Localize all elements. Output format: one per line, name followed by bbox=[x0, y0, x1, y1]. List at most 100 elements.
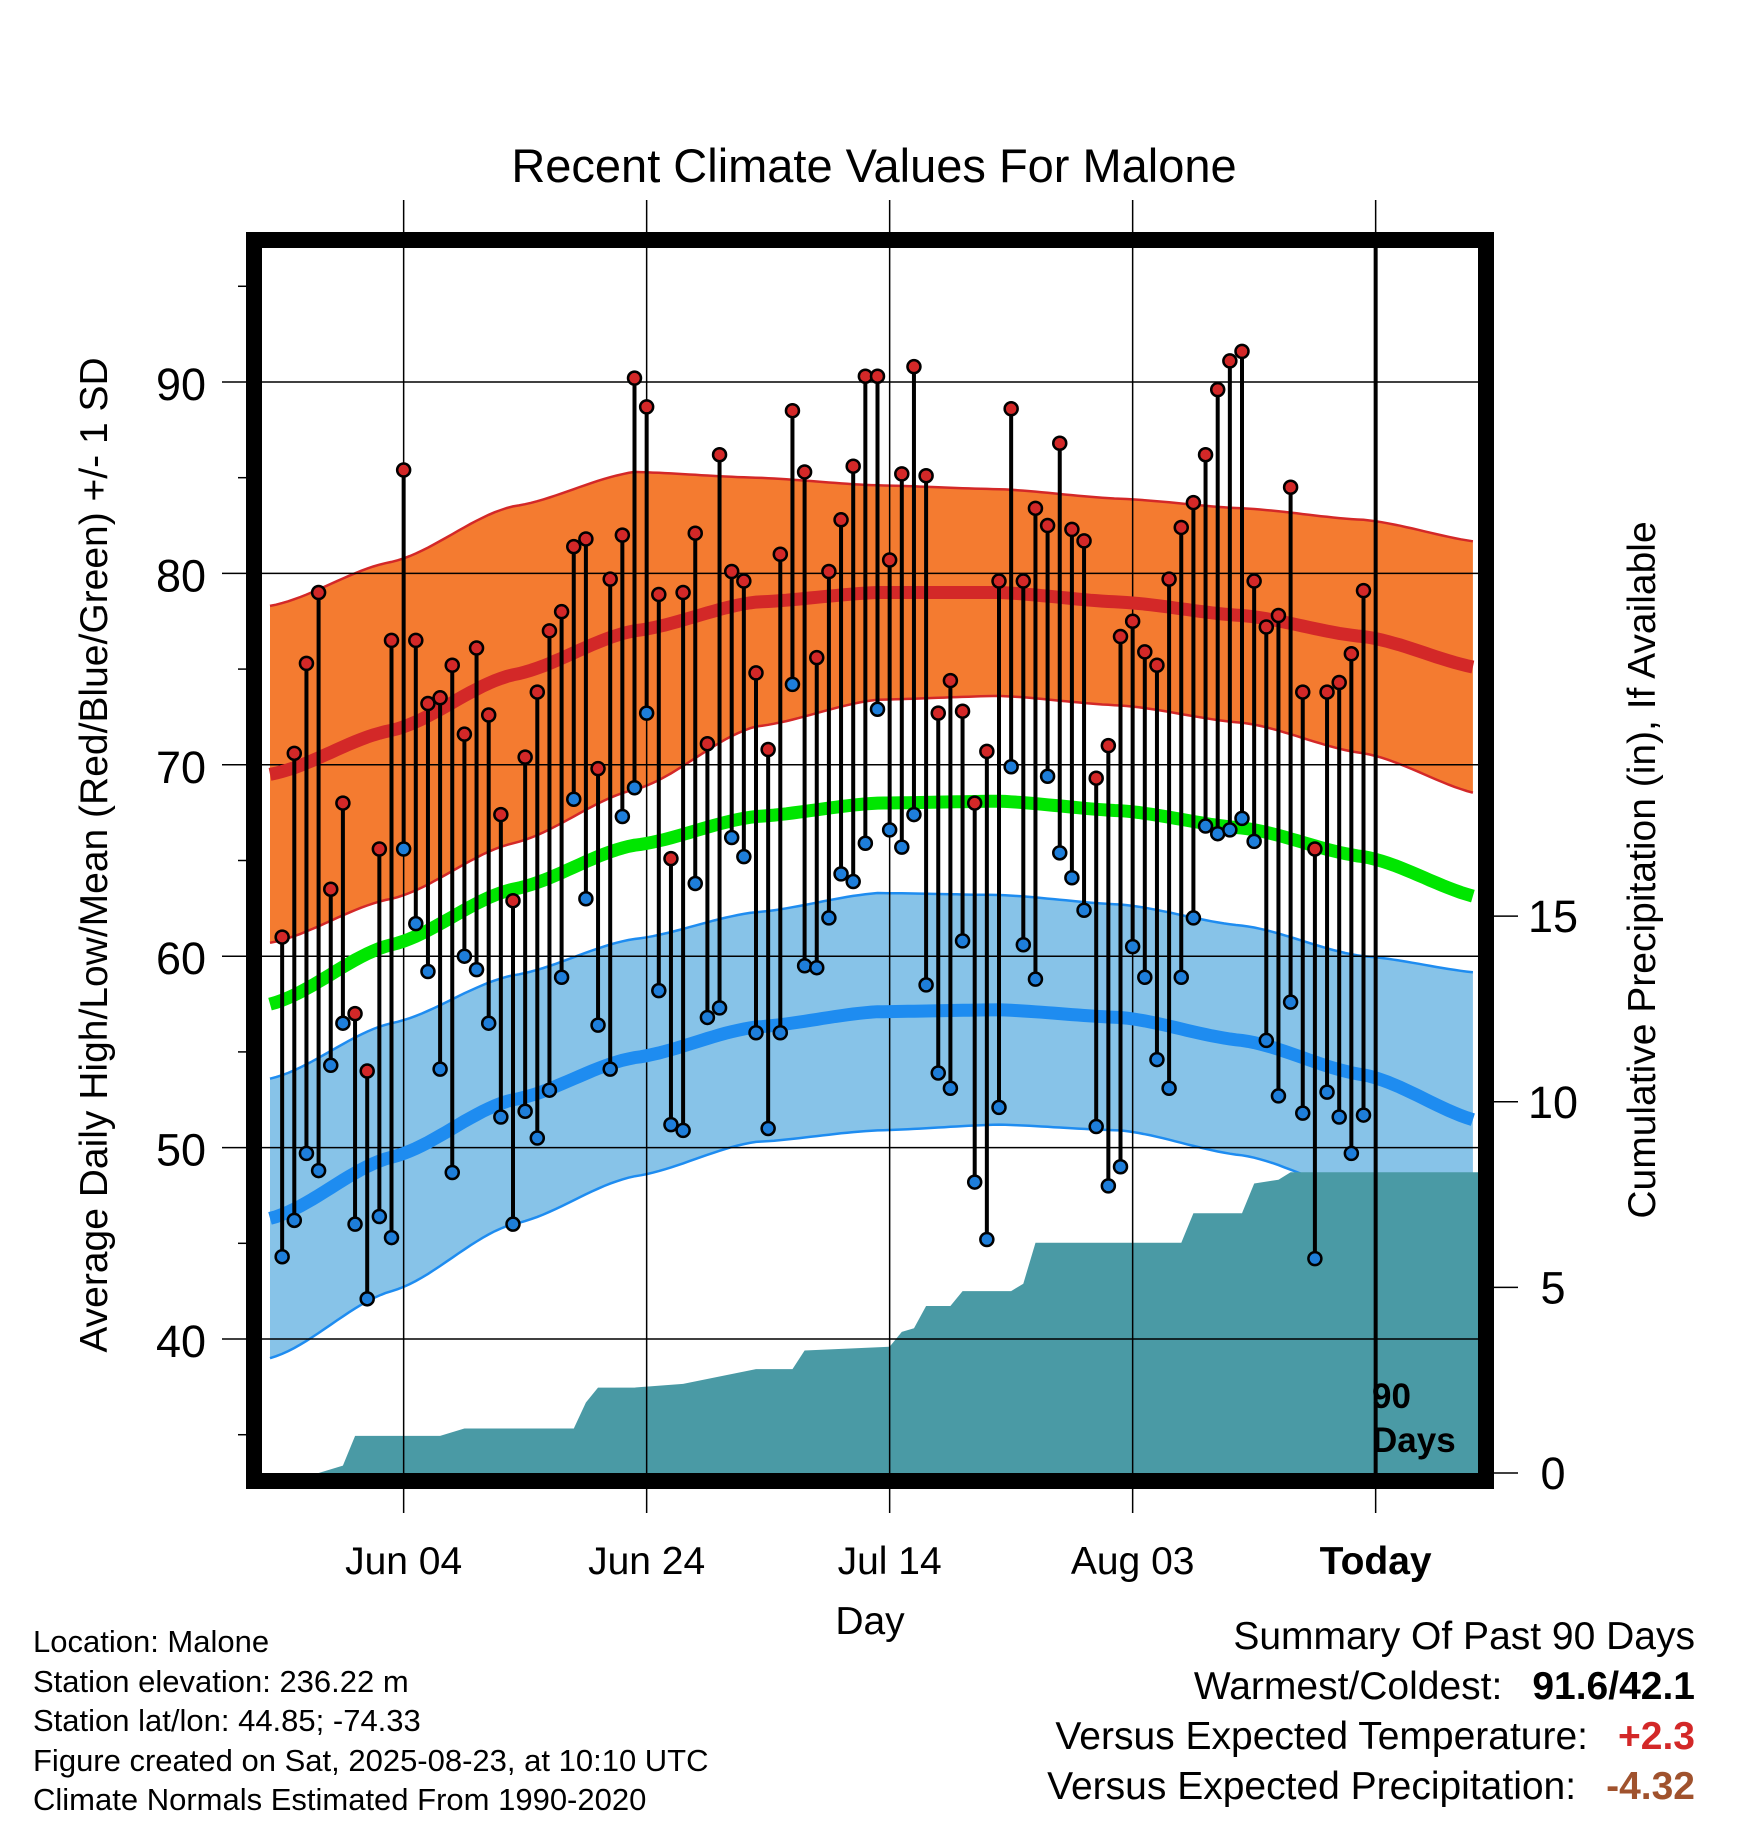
daily-high-point bbox=[784, 402, 801, 419]
daily-low-point bbox=[699, 1009, 716, 1026]
daily-low-point bbox=[371, 1208, 388, 1225]
daily-high-point bbox=[966, 795, 983, 811]
daily-high-point bbox=[274, 929, 290, 945]
daily-low-point bbox=[1246, 833, 1262, 850]
daily-high-point bbox=[918, 468, 934, 484]
daily-low-point bbox=[493, 1109, 509, 1125]
daily-low-point bbox=[1258, 1032, 1275, 1049]
chart-title: Recent Climate Values For Malone bbox=[511, 139, 1237, 192]
daily-high-point bbox=[444, 657, 460, 674]
daily-high-point bbox=[517, 749, 533, 765]
daily-high-point bbox=[954, 703, 971, 719]
daily-low-point bbox=[432, 1061, 448, 1077]
station-info: Location: Malone Station elevation: 236.… bbox=[33, 1622, 709, 1820]
daily-high-point bbox=[1003, 401, 1019, 417]
info-created: Figure created on Sat, 2025-08-23, at 10… bbox=[33, 1742, 709, 1778]
daily-low-point bbox=[347, 1216, 363, 1232]
daily-low-point bbox=[881, 822, 898, 838]
daily-low-point bbox=[505, 1216, 521, 1232]
daily-low-point bbox=[930, 1065, 946, 1081]
high-sd-band-upper-edge bbox=[269, 470, 1474, 608]
summary-precip-row: Versus Expected Precipitation: -4.32 bbox=[1047, 1762, 1695, 1812]
daily-low-point bbox=[954, 933, 971, 949]
daily-low-point bbox=[1039, 768, 1056, 785]
daily-high-point bbox=[1295, 684, 1311, 700]
daily-low-point bbox=[942, 1080, 959, 1097]
info-normals: Climate Normals Estimated From 1990-2020 bbox=[33, 1782, 647, 1817]
daily-low-point bbox=[1270, 1088, 1287, 1104]
summary-temp-value: +2.3 bbox=[1618, 1715, 1695, 1758]
daily-low-point bbox=[687, 875, 703, 892]
daily-high-point bbox=[736, 573, 752, 589]
daily-low-point bbox=[614, 808, 631, 825]
daily-low-point bbox=[395, 841, 412, 857]
daily-high-point bbox=[493, 806, 509, 823]
daily-low-point bbox=[1319, 1084, 1335, 1100]
daily-high-point bbox=[711, 446, 728, 463]
daily-low-point bbox=[663, 1116, 679, 1133]
daily-high-point bbox=[468, 640, 485, 656]
daily-low-point bbox=[675, 1122, 691, 1139]
daily-high-point bbox=[663, 850, 679, 867]
daily-high-point bbox=[298, 655, 315, 672]
daily-high-point bbox=[371, 841, 388, 857]
daily-low-point bbox=[1173, 969, 1189, 986]
daily-low-point bbox=[1331, 1109, 1347, 1125]
daily-low-point bbox=[772, 1025, 789, 1041]
today-days-number: 90 bbox=[1372, 1377, 1411, 1416]
daily-low-point bbox=[966, 1174, 983, 1190]
summary-temp-label: Versus Expected Temperature: bbox=[1055, 1715, 1588, 1758]
daily-high-point bbox=[1015, 573, 1032, 589]
daily-low-point bbox=[1064, 869, 1080, 886]
daily-high-point bbox=[1270, 607, 1287, 624]
y-axis-label: Average Daily High/Low/Mean (Red/Blue/Gr… bbox=[73, 357, 116, 1353]
daily-low-point bbox=[906, 806, 922, 823]
y-right-tick-label: 15 bbox=[1528, 891, 1578, 942]
daily-high-point bbox=[359, 1063, 375, 1079]
daily-high-point bbox=[991, 573, 1007, 589]
daily-high-point bbox=[1222, 353, 1238, 369]
daily-high-point bbox=[602, 571, 618, 587]
daily-low-point bbox=[991, 1099, 1007, 1116]
daily-low-point bbox=[979, 1231, 995, 1248]
daily-low-point bbox=[541, 1082, 558, 1098]
daily-low-point bbox=[723, 829, 740, 846]
daily-high-point bbox=[432, 690, 448, 706]
daily-low-point bbox=[420, 963, 436, 980]
daily-high-point bbox=[833, 512, 849, 528]
daily-high-point bbox=[723, 563, 740, 580]
daily-low-point bbox=[274, 1248, 290, 1265]
daily-high-point bbox=[1027, 500, 1044, 517]
daily-high-point bbox=[760, 741, 776, 758]
daily-low-point bbox=[869, 701, 886, 718]
info-location: Location: Malone bbox=[33, 1624, 270, 1659]
daily-low-point bbox=[857, 835, 874, 852]
daily-high-point bbox=[420, 695, 436, 712]
daily-low-point bbox=[845, 873, 861, 890]
daily-low-point bbox=[784, 676, 801, 693]
daily-low-point bbox=[638, 705, 655, 721]
daily-high-point bbox=[480, 707, 497, 723]
info-elevation: Station elevation: 236.22 m bbox=[33, 1663, 409, 1699]
daily-high-point bbox=[347, 1005, 363, 1022]
y-right-tick-label: 0 bbox=[1540, 1448, 1565, 1499]
daily-low-point bbox=[711, 1000, 728, 1016]
daily-low-point bbox=[553, 969, 570, 986]
daily-high-point bbox=[796, 464, 813, 480]
daily-high-point bbox=[1052, 435, 1068, 451]
y-tick-label: 50 bbox=[156, 1125, 206, 1176]
x-tick-label: Jun 04 bbox=[345, 1540, 462, 1583]
daily-low-point bbox=[1343, 1145, 1360, 1162]
daily-low-point bbox=[796, 958, 813, 974]
daily-high-point bbox=[809, 649, 825, 666]
daily-high-point bbox=[1076, 533, 1092, 549]
daily-low-point bbox=[1076, 902, 1092, 919]
summary-warmest-label: Warmest/Coldest: bbox=[1193, 1665, 1503, 1708]
daily-low-point bbox=[1295, 1105, 1311, 1121]
daily-high-point bbox=[979, 743, 995, 760]
daily-high-point bbox=[1088, 770, 1104, 786]
daily-low-point bbox=[1307, 1250, 1323, 1267]
daily-high-point bbox=[772, 546, 789, 562]
summary-precip-value: -4.32 bbox=[1606, 1765, 1695, 1808]
